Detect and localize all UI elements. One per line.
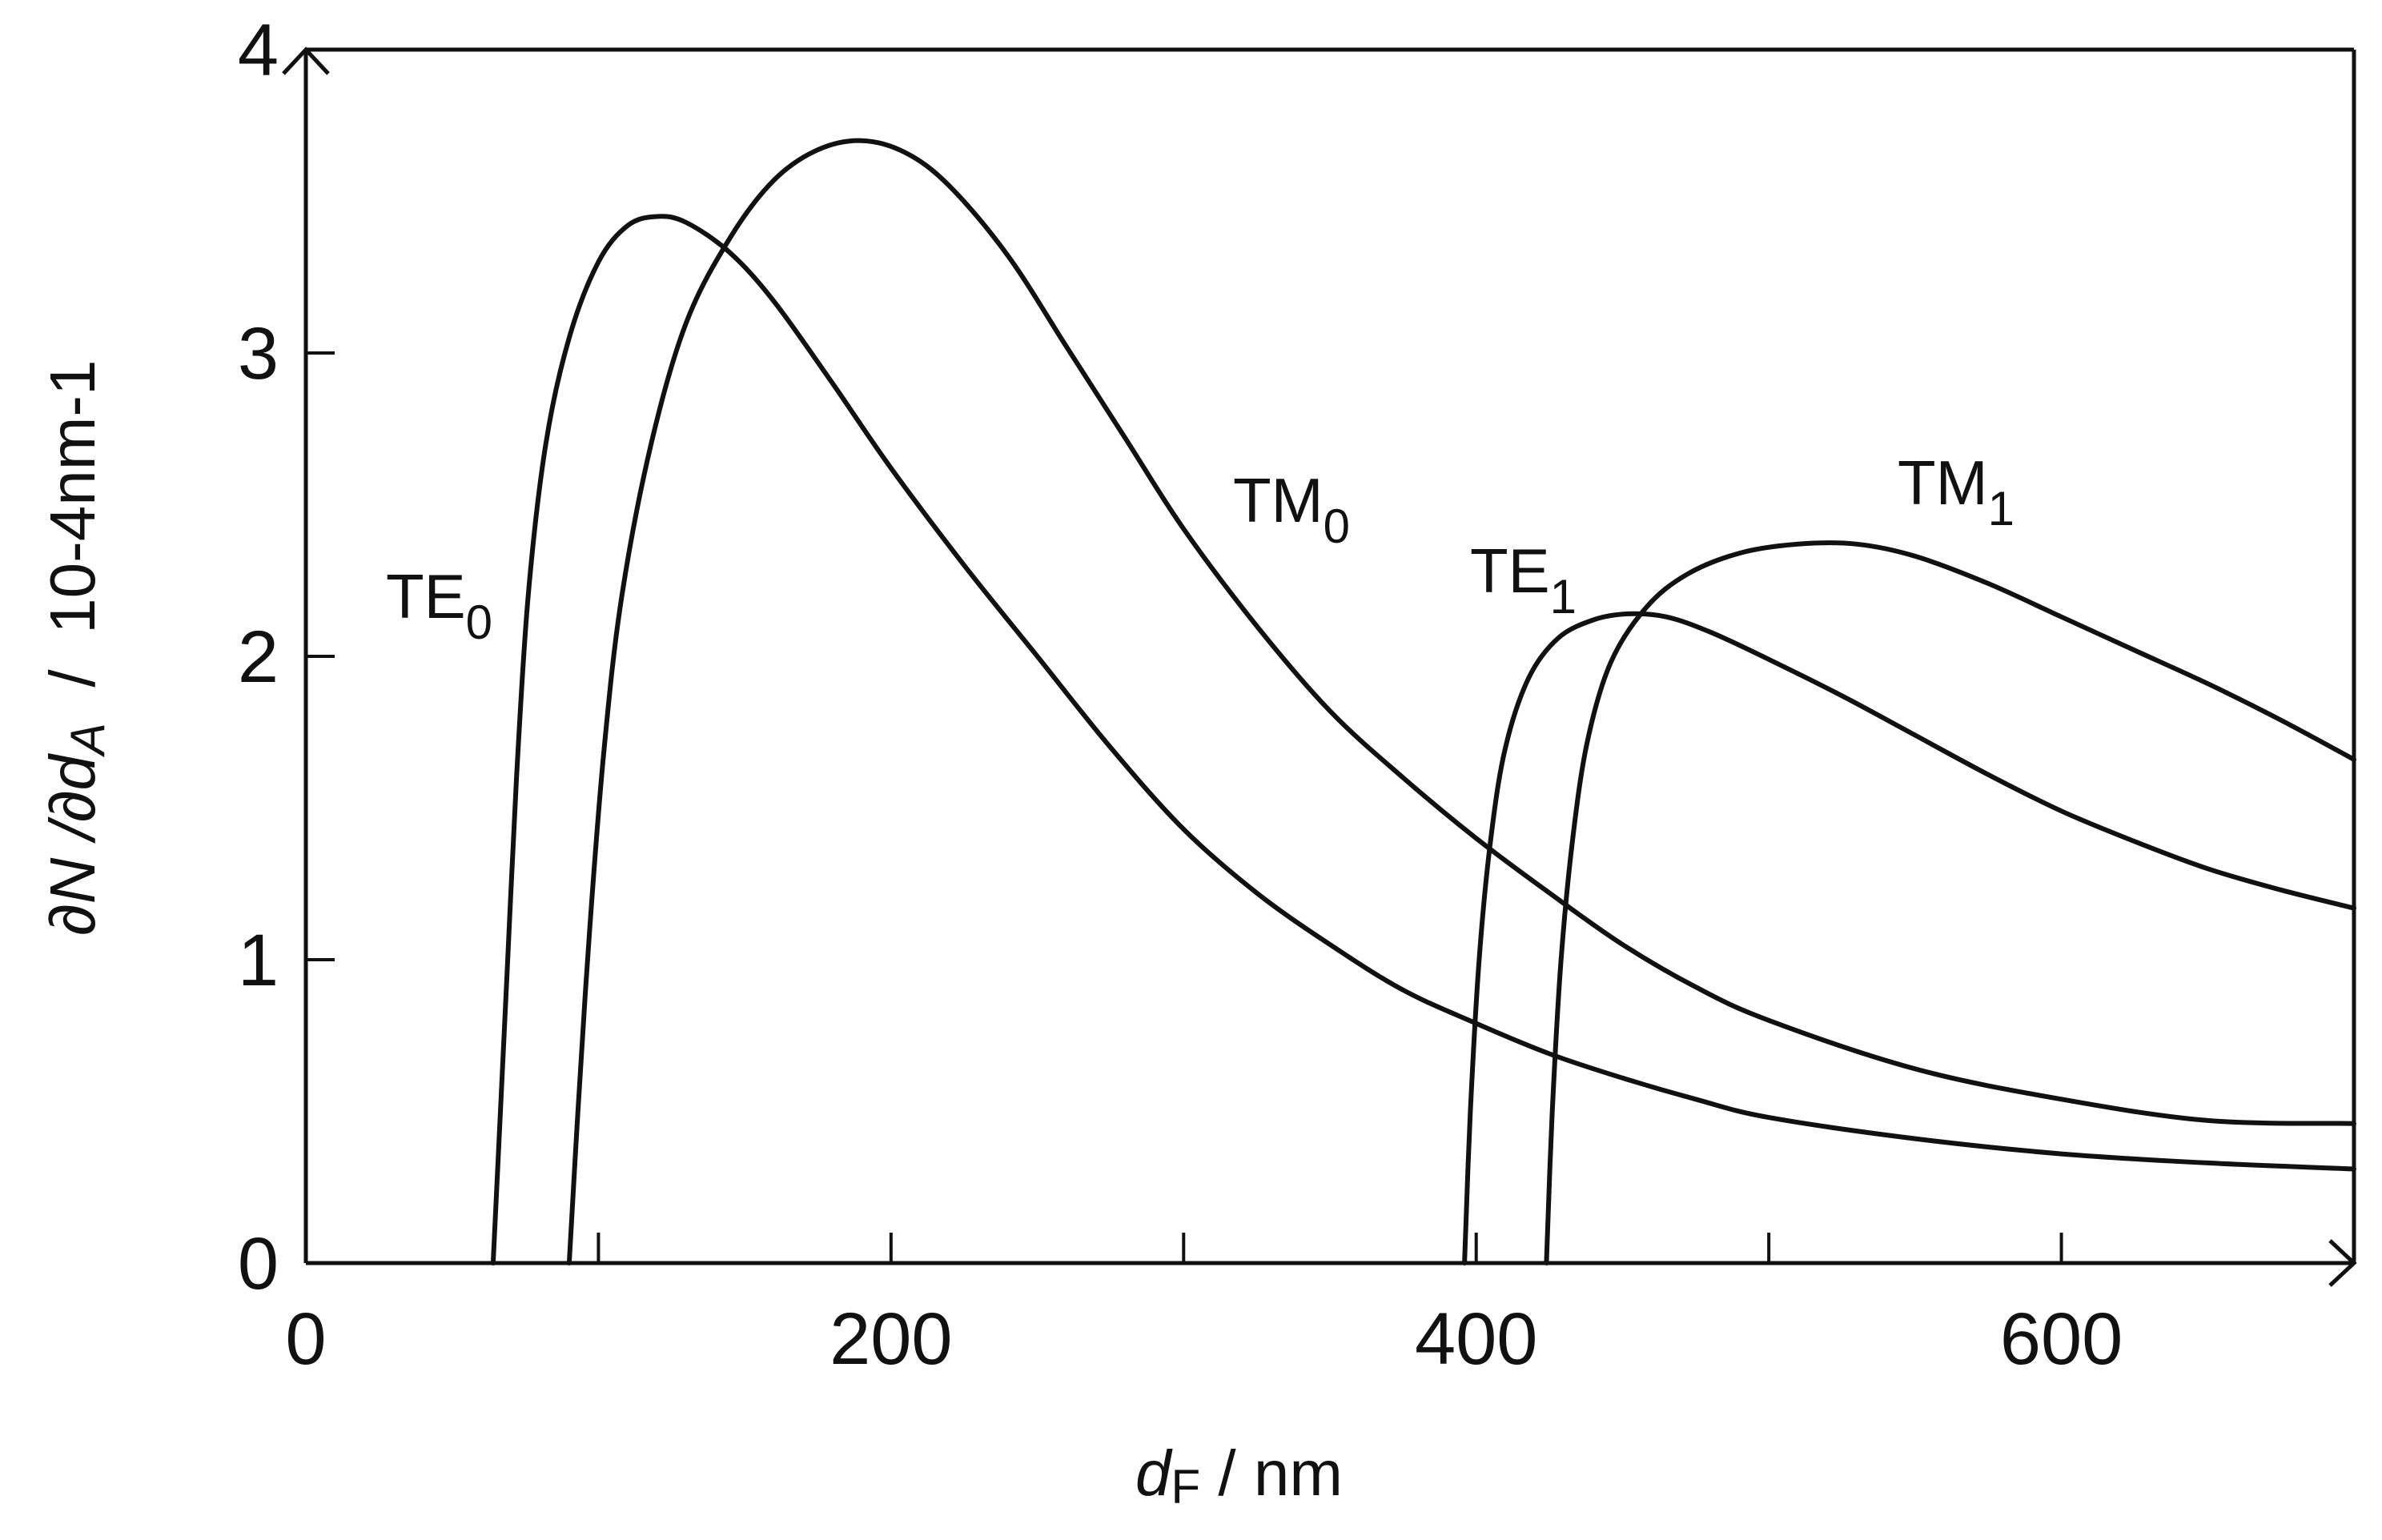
series-label-main: TM: [1233, 465, 1324, 535]
series-label-te1: TE1: [1470, 535, 1577, 624]
series-label-main: TE: [1470, 535, 1550, 606]
x-tick-label: 600: [2000, 1298, 2123, 1380]
series-label-te0: TE0: [386, 561, 492, 649]
x-tick-label: 200: [829, 1298, 953, 1380]
y-axis-label-sub: A: [61, 723, 114, 757]
plot-frame: [282, 46, 2357, 1287]
x-axis-label: dF / nm: [1135, 1438, 1343, 1514]
y-tick-label: 4: [238, 10, 279, 91]
x-tick-label: 0: [285, 1298, 326, 1380]
y-ticks: 0 1 2 3 4: [238, 10, 335, 1305]
series-label-sub: 0: [466, 596, 492, 649]
curve-te0: [490, 214, 2356, 1265]
series-label-tm1: TM1: [1898, 447, 2014, 535]
x-axis-label-sub: F: [1171, 1460, 1201, 1514]
x-axis-label-rest: / nm: [1200, 1438, 1343, 1509]
curve-tm1: [1544, 540, 2356, 1265]
y-axis-arrow-icon: [282, 46, 330, 75]
x-tick-label: 400: [1415, 1298, 1538, 1380]
y-tick-label: 2: [238, 616, 279, 698]
series-label-sub: 0: [1324, 499, 1350, 553]
series-label-main: TE: [386, 561, 466, 632]
y-tick-label: 0: [238, 1223, 279, 1305]
y-tick-label: 1: [238, 920, 279, 1001]
y-axis-label-unit: / 10-4nm-1: [37, 360, 108, 724]
y-axis-label: ∂N /∂dA / 10-4nm-1: [37, 307, 114, 1025]
series-label-main: TM: [1898, 447, 1988, 518]
series-label-sub: 1: [1550, 570, 1577, 624]
x-axis-arrow-icon: [2328, 1239, 2357, 1287]
y-tick-label: 3: [238, 313, 279, 395]
x-axis-label-main: d: [1135, 1438, 1173, 1509]
curve-te1: [1462, 611, 2356, 1265]
series-label-sub: 1: [1988, 482, 2014, 535]
curve-tm0: [566, 138, 2356, 1265]
curves: [490, 138, 2356, 1265]
y-axis-label-main: ∂N /∂d: [37, 753, 108, 936]
x-ticks: 0 200 400 600: [285, 1233, 2123, 1380]
series-label-tm0: TM0: [1233, 465, 1350, 553]
